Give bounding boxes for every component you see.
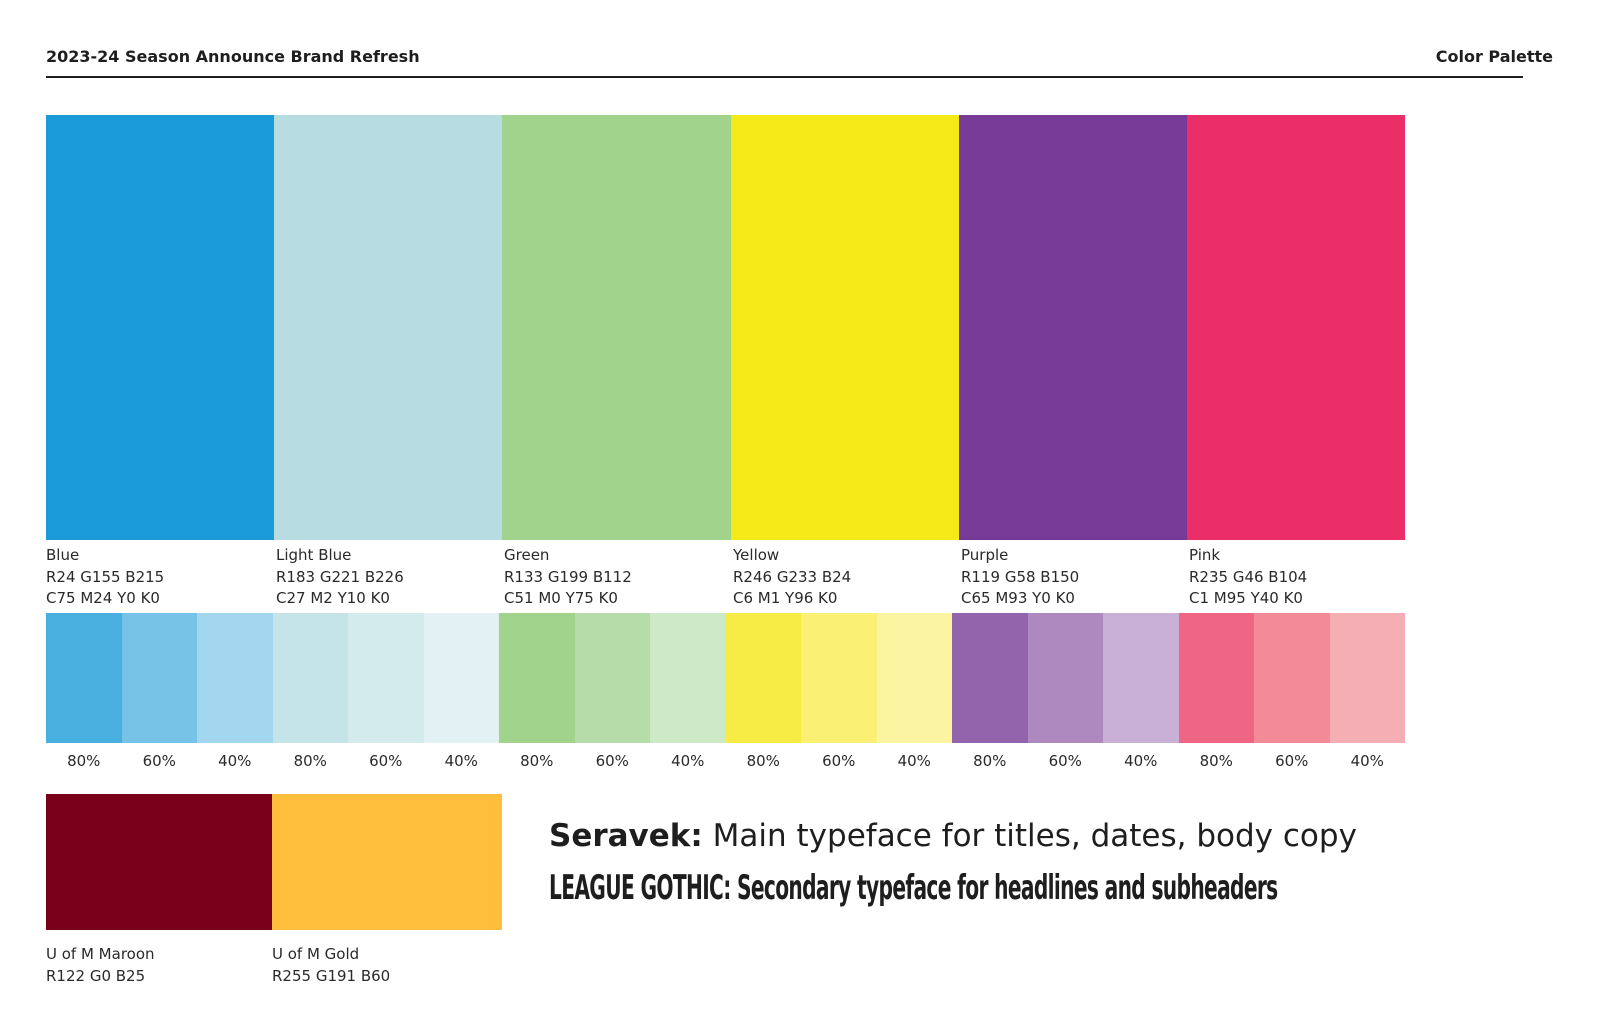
tint-swatch [801, 613, 877, 743]
color-cmyk: C6 M1 Y96 K0 [733, 589, 838, 607]
tint-swatch [197, 613, 273, 743]
tint-swatch [574, 613, 650, 743]
color-label-row: Blue R24 G155 B215 C75 M24 Y0 K0 Light Blue… [46, 545, 1405, 611]
color-cmyk: C51 M0 Y75 K0 [504, 589, 618, 607]
color-name: Light Blue [276, 546, 352, 564]
university-color-rgb: R122 G0 B25 [46, 966, 146, 985]
tint-percent-label: 60% [1275, 752, 1309, 770]
swatch-light-blue [274, 115, 502, 540]
color-label-blue: Blue R24 G155 B215 C75 M24 Y0 K0 [46, 545, 164, 610]
section-title: Color Palette [1435, 47, 1553, 66]
tint-swatch [952, 613, 1028, 743]
tint-swatch [499, 613, 575, 743]
tint-percent-label: 60% [142, 752, 176, 770]
color-rgb: R246 G233 B24 [733, 567, 852, 586]
swatch-green [502, 115, 731, 540]
tint-percent-label: 40% [1124, 752, 1158, 770]
main-typeface-line: Seravek: Main typeface for titles, dates… [549, 818, 1357, 854]
tint-swatch [650, 613, 726, 743]
tint-percent-label: 80% [293, 752, 327, 770]
main-typeface-description: Main typeface for titles, dates, body co… [702, 818, 1357, 854]
color-rgb: R183 G221 B226 [276, 567, 404, 586]
university-color-rgb: R255 G191 B60 [272, 966, 391, 985]
tint-swatch [1254, 613, 1330, 743]
tint-swatch [46, 613, 122, 743]
tint-percent-label: 80% [973, 752, 1007, 770]
header-divider [46, 76, 1523, 78]
tint-percent-label: 80% [746, 752, 780, 770]
color-label-pink: Pink R235 G46 B104 C1 M95 Y40 K0 [1189, 545, 1307, 610]
tint-percent-label: 40% [218, 752, 252, 770]
color-label-purple: Purple R119 G58 B150 C65 M93 Y0 K0 [961, 545, 1079, 610]
tint-percent-label: 60% [595, 752, 629, 770]
tint-percent-label: 40% [897, 752, 931, 770]
color-label-light-blue: Light Blue R183 G221 B226 C27 M2 Y10 K0 [276, 545, 404, 610]
swatch-pink [1187, 115, 1405, 540]
color-rgb: R133 G199 B112 [504, 567, 632, 586]
tint-swatch [272, 613, 348, 743]
color-name: Purple [961, 546, 1009, 564]
color-name: Yellow [733, 546, 780, 564]
tint-percent-label: 60% [822, 752, 856, 770]
university-color-name: U of M Gold [272, 945, 360, 963]
tint-swatch [423, 613, 499, 743]
swatch-u-of-m-maroon [46, 794, 272, 930]
color-name: Blue [46, 546, 80, 564]
secondary-typeface-line: LEAGUE GOTHIC: Secondary typeface for he… [549, 868, 1278, 908]
tint-percent-label: 80% [67, 752, 101, 770]
color-cmyk: C65 M93 Y0 K0 [961, 589, 1075, 607]
university-swatch-row [46, 794, 502, 930]
color-cmyk: C75 M24 Y0 K0 [46, 589, 160, 607]
tint-swatch [1103, 613, 1179, 743]
tint-percent-label: 80% [520, 752, 554, 770]
university-color-label: U of M Maroon R122 G0 B25 [46, 944, 155, 987]
university-color-name: U of M Maroon [46, 945, 155, 963]
tint-swatch-row [46, 613, 1405, 743]
swatch-purple [959, 115, 1187, 540]
main-swatch-row [46, 115, 1405, 540]
swatch-blue [46, 115, 274, 540]
color-cmyk: C1 M95 Y40 K0 [1189, 589, 1303, 607]
document-title: 2023-24 Season Announce Brand Refresh [46, 47, 420, 66]
tint-swatch [1178, 613, 1254, 743]
tint-percent-label: 40% [1350, 752, 1384, 770]
color-rgb: R24 G155 B215 [46, 567, 165, 586]
color-name: Green [504, 546, 550, 564]
swatch-u-of-m-gold [272, 794, 502, 930]
color-rgb: R235 G46 B104 [1189, 567, 1308, 586]
swatch-yellow [731, 115, 959, 540]
tint-swatch [876, 613, 952, 743]
tint-percent-label: 80% [1199, 752, 1233, 770]
color-label-yellow: Yellow R246 G233 B24 C6 M1 Y96 K0 [733, 545, 851, 610]
tint-percent-label: 40% [671, 752, 705, 770]
university-color-label: U of M Gold R255 G191 B60 [272, 944, 390, 987]
tint-percent-label: 60% [1048, 752, 1082, 770]
tint-percent-label: 40% [444, 752, 478, 770]
tint-swatch [121, 613, 197, 743]
color-rgb: R119 G58 B150 [961, 567, 1080, 586]
color-cmyk: C27 M2 Y10 K0 [276, 589, 390, 607]
main-typeface-name: Seravek: [549, 818, 703, 854]
tint-swatch [1027, 613, 1103, 743]
tint-percent-label: 60% [369, 752, 403, 770]
tint-swatch [725, 613, 801, 743]
tint-swatch [1329, 613, 1405, 743]
tint-swatch [348, 613, 424, 743]
color-label-green: Green R133 G199 B112 C51 M0 Y75 K0 [504, 545, 632, 610]
tint-percent-row: 80% 60% 40% 80% 60% 40% 80% 60% 40% 80% 60% 40% 80% 6… [46, 752, 1405, 772]
color-name: Pink [1189, 546, 1221, 564]
